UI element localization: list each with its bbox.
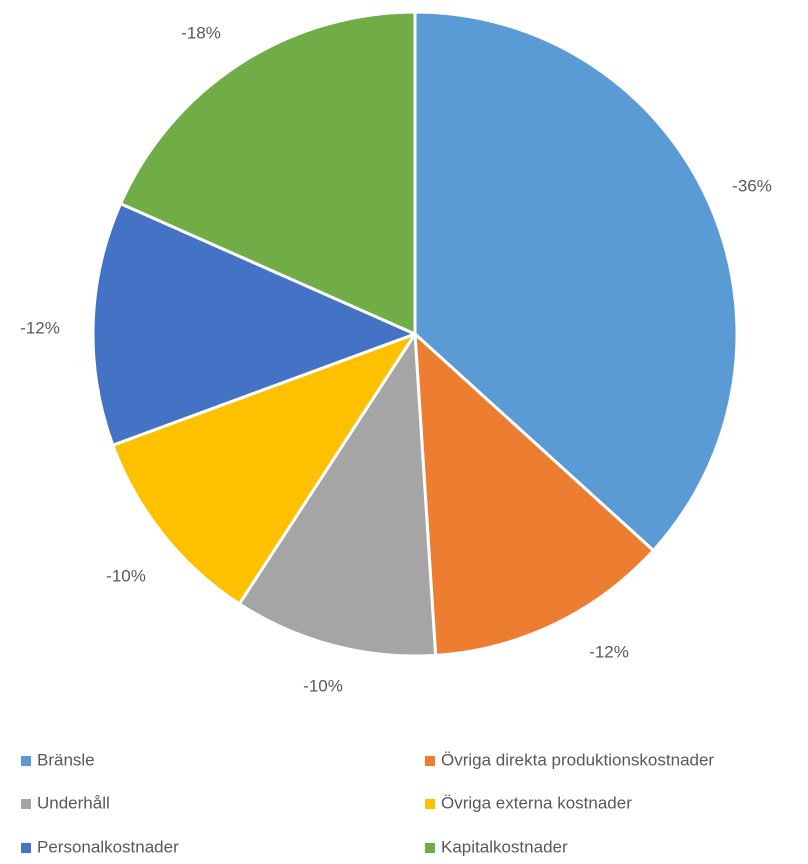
pie-slice-6 <box>119 10 417 336</box>
legend-swatch <box>21 799 31 809</box>
data-labels: -36% -12% -10% -10% -12% -18% <box>20 23 772 695</box>
legend-item: Underhåll <box>21 793 110 812</box>
pie-slice-5 <box>91 202 417 447</box>
legend: Bränsle Övriga direkta produktionskostnad… <box>21 750 714 856</box>
pie-slice-3 <box>237 332 438 658</box>
pie-slice-2 <box>413 332 655 657</box>
data-label-1: -36% <box>732 176 772 195</box>
data-label-5: -12% <box>20 318 60 337</box>
data-label-3: -10% <box>303 676 343 695</box>
data-label-6: -18% <box>181 23 221 42</box>
legend-item: Bränsle <box>21 750 95 769</box>
legend-label: Kapitalkostnader <box>441 837 568 856</box>
pie-slice-1 <box>413 10 739 552</box>
legend-swatch <box>21 843 31 853</box>
legend-swatch <box>425 843 435 853</box>
data-label-2: -12% <box>589 642 629 661</box>
data-label-4: -10% <box>106 566 146 585</box>
legend-item: Personalkostnader <box>21 837 179 856</box>
legend-swatch <box>425 756 435 766</box>
pie-slices <box>91 10 739 658</box>
legend-label: Underhåll <box>37 793 110 812</box>
legend-label: Övriga direkta produktionskostnader <box>441 750 714 769</box>
legend-label: Personalkostnader <box>37 837 179 856</box>
legend-swatch <box>425 799 435 809</box>
legend-item: Kapitalkostnader <box>425 837 568 856</box>
pie-slice-4 <box>111 332 417 606</box>
legend-label: Bränsle <box>37 750 95 769</box>
legend-item: Övriga direkta produktionskostnader <box>425 750 714 769</box>
legend-label: Övriga externa kostnader <box>441 793 632 812</box>
legend-swatch <box>21 756 31 766</box>
legend-item: Övriga externa kostnader <box>425 793 632 812</box>
